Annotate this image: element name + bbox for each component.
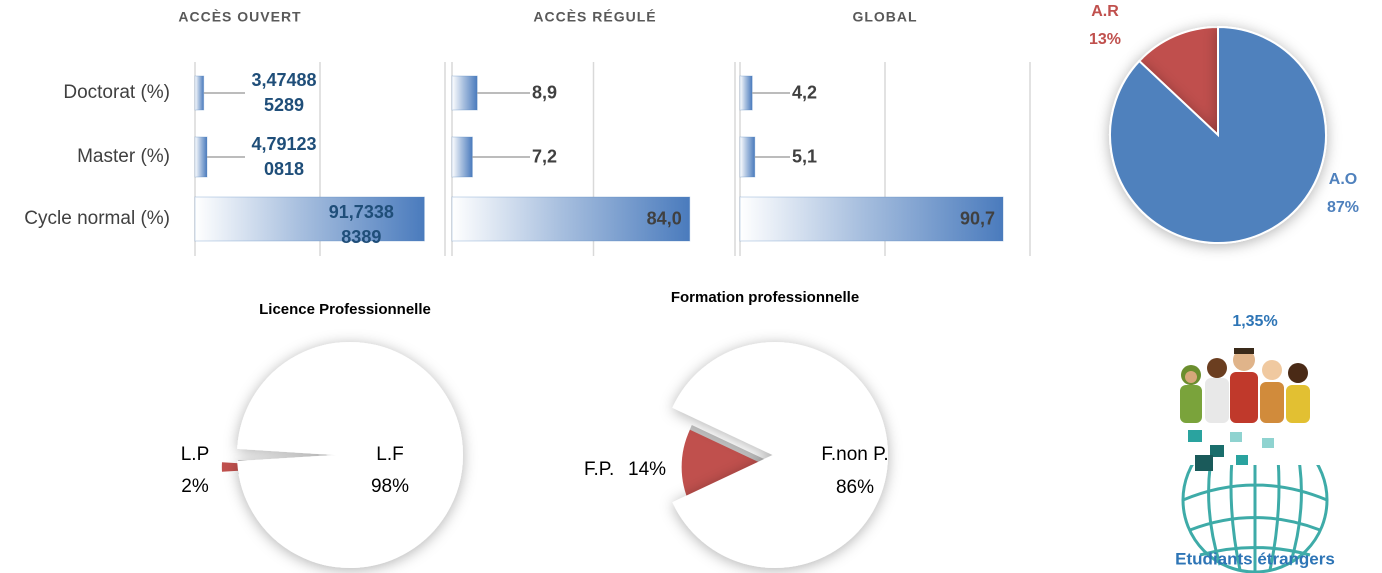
panel-title: GLOBAL — [852, 9, 917, 25]
value-label: 87% — [1327, 199, 1359, 216]
bar — [739, 136, 756, 178]
slice-label: A.O — [1329, 171, 1357, 188]
value-label: 13% — [1089, 31, 1121, 48]
bar — [739, 75, 753, 111]
value-label: 2% — [181, 476, 209, 497]
slice-label: F.non P. — [821, 444, 888, 465]
value-label: 91,73388389 — [328, 202, 394, 247]
panel-title: ACCÈS OUVERT — [178, 9, 301, 25]
value-label: 4,791230818 — [251, 134, 317, 179]
pie-slice — [1137, 25, 1219, 138]
value-label: 4,2 — [792, 82, 818, 103]
students-icon — [1180, 348, 1330, 573]
category-label: Master (%) — [77, 146, 170, 167]
bar — [451, 75, 478, 111]
slice-label: F.P. — [584, 459, 614, 480]
pie-slice — [1109, 25, 1327, 244]
stat-title: Etudiants étrangers — [1175, 549, 1335, 568]
chart-title: Formation professionnelle — [671, 289, 859, 306]
value-label: 98% — [371, 476, 409, 497]
bar — [194, 136, 208, 178]
panel-title: ACCÈS RÉGULÉ — [533, 9, 656, 25]
pie-slice — [672, 342, 888, 568]
value-label: 86% — [836, 477, 874, 498]
bar — [194, 196, 425, 242]
slice-label: L.F — [376, 444, 403, 465]
value-label: 3,474885289 — [251, 70, 317, 115]
value-label: 14% — [628, 459, 666, 480]
value-label: 5,1 — [792, 146, 818, 167]
category-label: Doctorat (%) — [63, 82, 170, 103]
slice-label: A.R — [1091, 3, 1119, 20]
bar — [739, 196, 1004, 242]
bar — [451, 136, 473, 178]
value-label: 7,2 — [532, 146, 558, 167]
pie-slice — [681, 429, 769, 505]
stat-value: 1,35% — [1232, 313, 1277, 330]
value-label: 90,7 — [959, 208, 996, 229]
category-label: Cycle normal (%) — [24, 208, 170, 229]
bar — [194, 75, 205, 111]
chart-title: Licence Professionnelle — [259, 301, 431, 318]
pie-slice — [237, 342, 463, 568]
value-label: 8,9 — [532, 82, 558, 103]
bar — [451, 196, 691, 242]
value-label: 84,0 — [646, 208, 682, 229]
slice-label: L.P — [181, 444, 210, 465]
